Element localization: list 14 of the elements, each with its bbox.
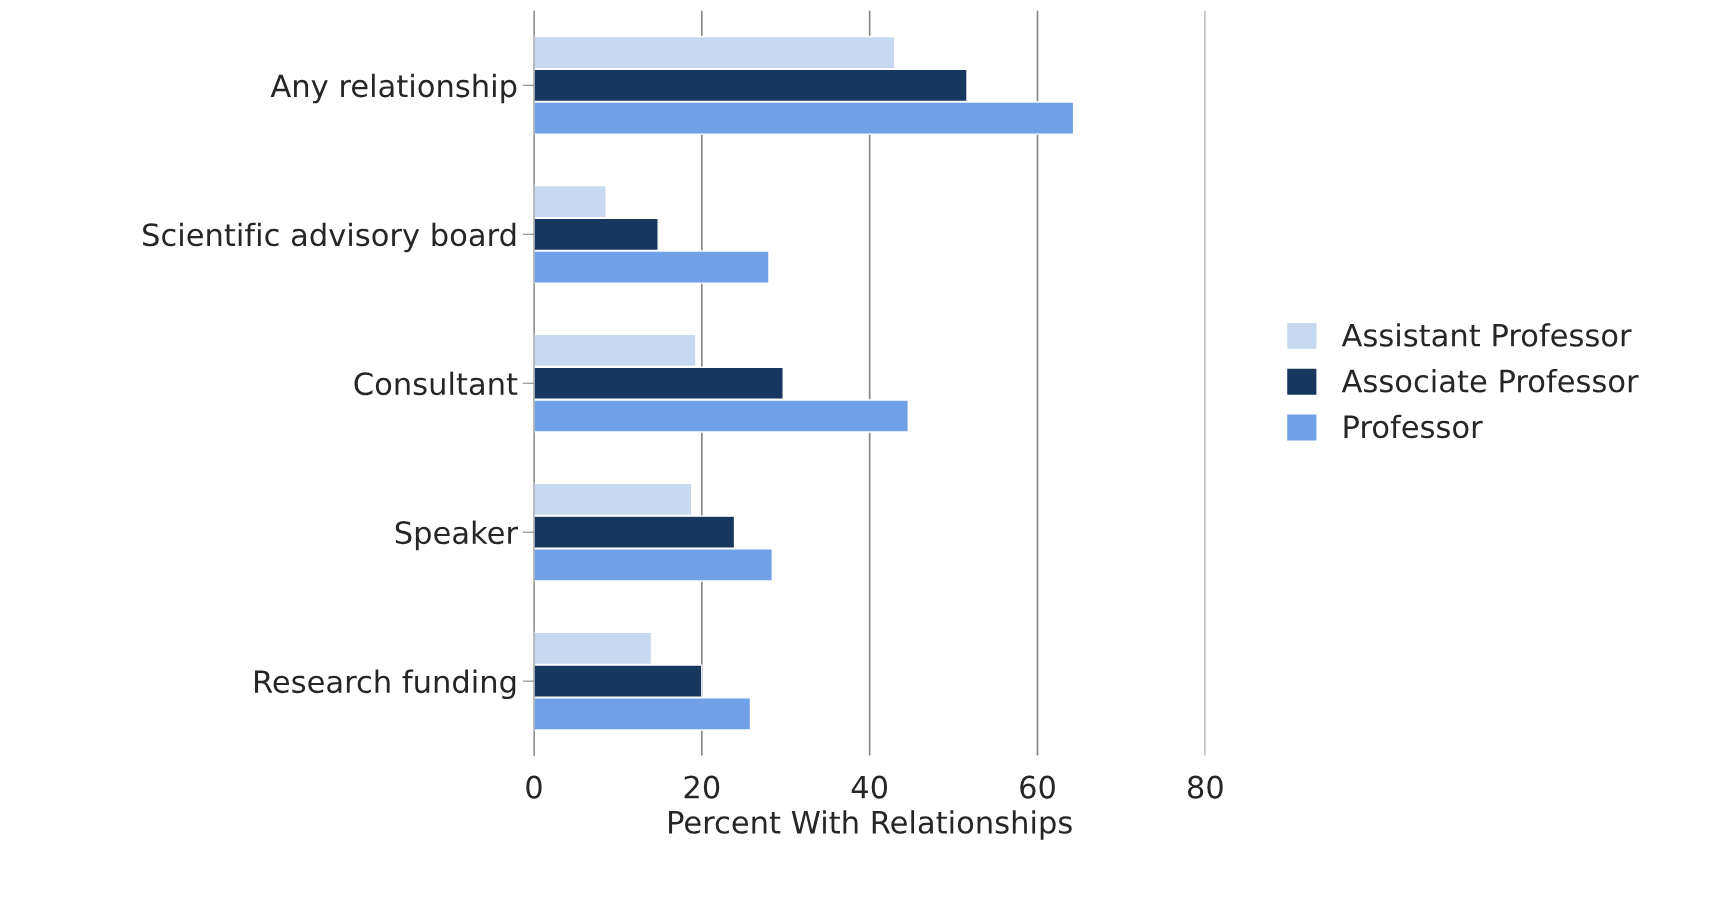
x-tick-label: 0 xyxy=(526,775,542,799)
x-tick-label: 20 xyxy=(684,775,720,799)
x-tick-label: 80 xyxy=(1187,775,1223,799)
legend-label: Assistant Professor xyxy=(1341,323,1632,347)
y-tick-label: Speaker xyxy=(395,520,519,551)
y-tick-label: Any relationship xyxy=(270,73,517,104)
x-tick-label: 40 xyxy=(851,775,888,799)
x-tick-label: 60 xyxy=(1020,775,1055,799)
legend-label: Professor xyxy=(1344,414,1483,439)
y-tick-label: Consultant xyxy=(354,371,518,396)
y-tick-label: Research funding xyxy=(255,669,516,700)
y-tick-label: Scientific advisory board xyxy=(143,222,516,253)
legend-label: Associate Professor xyxy=(1341,368,1639,393)
x-axis-title: Percent With Relationships xyxy=(669,810,1072,840)
